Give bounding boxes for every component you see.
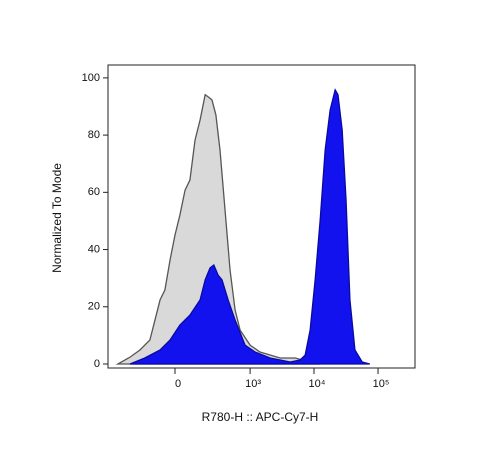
x-tick-label: 0 <box>175 378 181 390</box>
y-tick-label: 100 <box>82 72 100 84</box>
y-axis-label: Normalized To Mode <box>50 163 64 273</box>
plot-frame <box>107 64 416 369</box>
histogram-area <box>115 93 321 365</box>
x-tick-label: 10⁵ <box>373 378 390 390</box>
y-tick-label: 60 <box>88 186 100 198</box>
x-axis-label: R780-H :: APC-Cy7-H <box>202 410 319 424</box>
x-tick-label: 10³ <box>245 378 261 390</box>
y-tick-label: 40 <box>88 243 100 255</box>
histogram-area <box>129 88 370 365</box>
y-tick-label: 0 <box>94 358 100 370</box>
x-tick-label: 10⁴ <box>309 378 326 390</box>
y-tick-label: 20 <box>88 301 100 313</box>
y-tick-label: 80 <box>88 129 100 141</box>
